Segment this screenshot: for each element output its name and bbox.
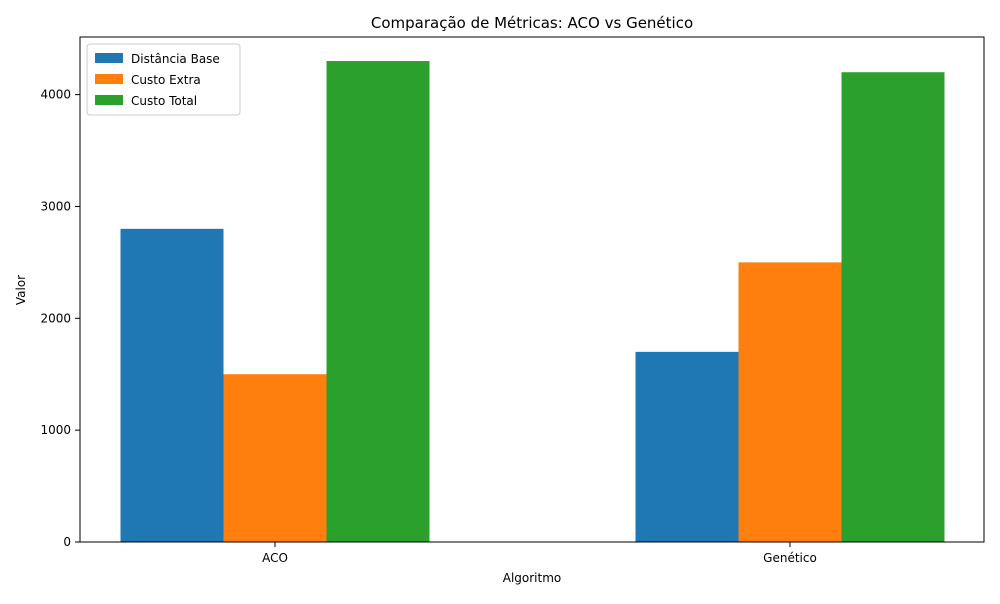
x-tick-label: ACO xyxy=(262,551,288,565)
legend-swatch xyxy=(95,74,123,84)
plot-frame xyxy=(79,36,985,543)
y-tick-label: 1000 xyxy=(40,423,71,437)
y-tick-label: 2000 xyxy=(40,311,71,325)
bar-custo-extra-0 xyxy=(223,374,327,542)
y-axis: 0 1000 2000 3000 4000 xyxy=(40,88,80,549)
y-tick-label: 0 xyxy=(63,535,71,549)
legend-swatch xyxy=(95,95,123,105)
bar-custo-extra-1 xyxy=(738,262,842,542)
legend-label: Custo Extra xyxy=(131,73,201,87)
bar-custo-total-0 xyxy=(326,61,430,543)
legend-swatch xyxy=(95,53,123,63)
legend: Distância Base Custo Extra Custo Total xyxy=(86,43,241,116)
y-axis-label: Valor xyxy=(14,275,28,305)
x-axis: ACO Genético xyxy=(262,542,817,565)
y-tick-label: 4000 xyxy=(40,88,71,102)
y-tick-label: 3000 xyxy=(40,199,71,213)
x-tick-label: Genético xyxy=(763,551,817,565)
bar-dist-ncia-base-0 xyxy=(120,228,224,542)
legend-box xyxy=(86,43,241,116)
bar-custo-total-1 xyxy=(841,72,945,542)
chart-title: Comparação de Métricas: ACO vs Genético xyxy=(371,14,693,32)
bar-dist-ncia-base-1 xyxy=(635,351,739,542)
legend-label: Distância Base xyxy=(131,52,220,66)
bars-layer xyxy=(120,61,945,543)
x-axis-label: Algoritmo xyxy=(503,571,562,585)
legend-label: Custo Total xyxy=(131,94,197,108)
